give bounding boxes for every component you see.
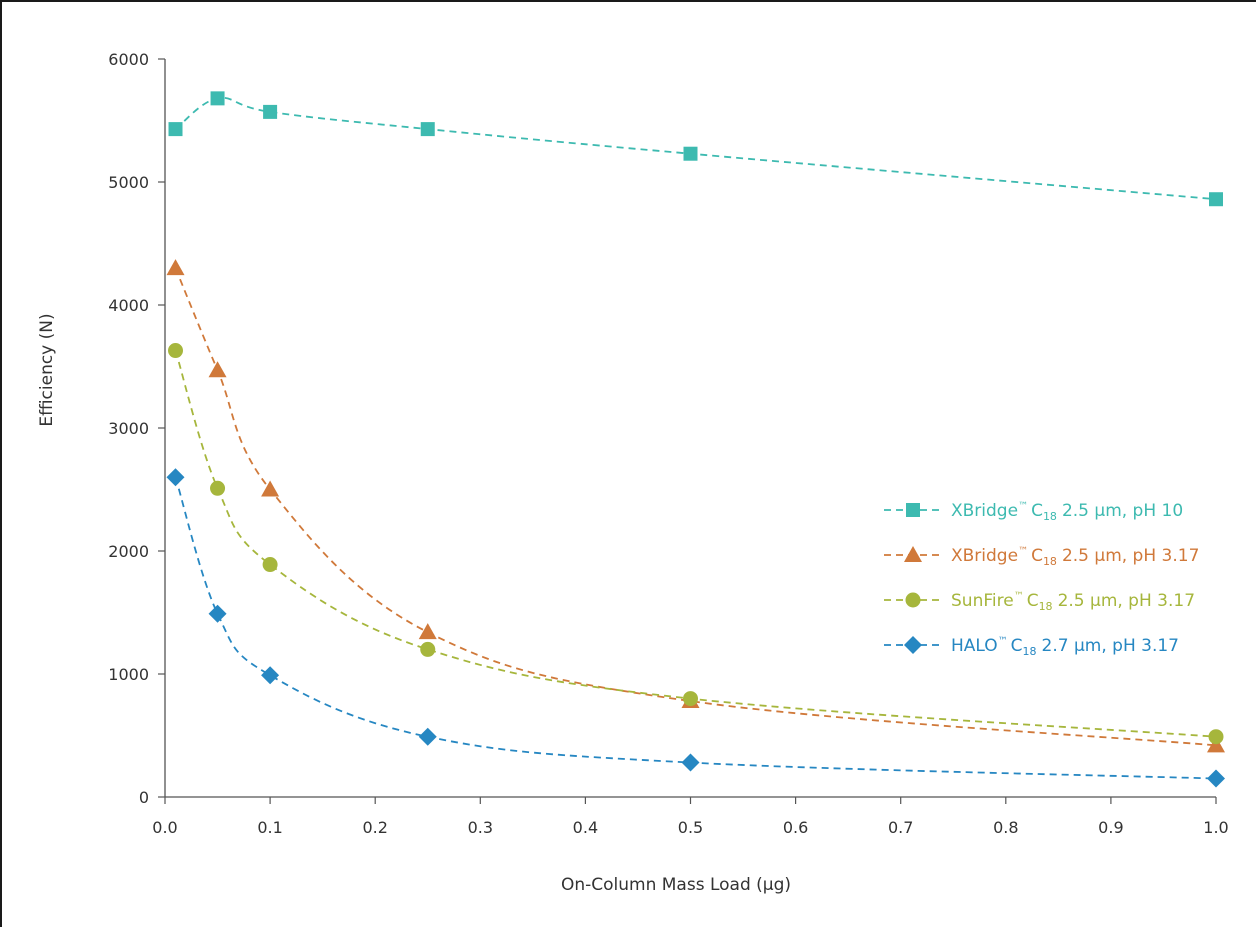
data-point xyxy=(681,753,700,772)
legend-tm: ™ xyxy=(1018,546,1028,557)
y-axis-title: Efficiency (N) xyxy=(37,313,57,426)
series-line xyxy=(174,350,1217,738)
y-tick-label: 5000 xyxy=(108,173,149,192)
data-point xyxy=(261,480,280,497)
data-point xyxy=(1207,736,1225,753)
legend-brand: HALO xyxy=(951,636,998,656)
legend-item: SunFire™ C18 2.5 µm, pH 3.17 xyxy=(884,591,1195,613)
legend-sub: 18 xyxy=(1043,555,1057,568)
x-tick-label: 0.0 xyxy=(152,818,177,837)
series-line xyxy=(174,476,1217,780)
data-point xyxy=(263,104,278,119)
data-point xyxy=(420,641,436,657)
legend-brand: XBridge xyxy=(951,501,1018,521)
legend-item: HALO™ C18 2.7 µm, pH 3.17 xyxy=(884,636,1179,658)
data-point xyxy=(1208,729,1224,745)
data-point xyxy=(166,468,185,487)
legend-brand: XBridge xyxy=(951,546,1018,566)
y-tick-label: 4000 xyxy=(108,296,149,315)
series-square xyxy=(168,91,1223,207)
data-point xyxy=(210,91,225,106)
x-tick-label: 0.7 xyxy=(888,818,913,837)
legend-label: SunFire™ C18 2.5 µm, pH 3.17 xyxy=(951,591,1195,613)
data-point xyxy=(166,259,185,276)
legend-label: XBridge™ C18 2.5 µm, pH 3.17 xyxy=(951,546,1199,568)
data-point xyxy=(208,604,227,623)
data-point xyxy=(683,146,698,161)
x-tick-label: 0.8 xyxy=(993,818,1018,837)
data-point xyxy=(208,361,227,378)
x-tick-label: 0.1 xyxy=(257,818,282,837)
x-tick-label: 0.6 xyxy=(783,818,808,837)
legend-marker xyxy=(906,503,920,517)
x-tick-label: 1.0 xyxy=(1203,818,1228,837)
data-point xyxy=(683,691,698,707)
legend-label: XBridge™ C18 2.5 µm, pH 10 xyxy=(951,501,1183,523)
data-point xyxy=(1207,769,1225,788)
x-tick-label: 0.5 xyxy=(678,818,703,837)
legend-sub: 18 xyxy=(1039,600,1053,613)
legend-tm: ™ xyxy=(1014,591,1024,602)
legend-marker xyxy=(904,546,922,562)
data-point xyxy=(418,623,437,640)
series-line xyxy=(174,96,1217,201)
y-tick-label: 2000 xyxy=(108,542,149,561)
legend-sub: 18 xyxy=(1023,645,1037,658)
legend-item: XBridge™ C18 2.5 µm, pH 10 xyxy=(884,501,1183,523)
legend-sub: 18 xyxy=(1043,510,1057,523)
legend-label: HALO™ C18 2.7 µm, pH 3.17 xyxy=(951,636,1179,658)
data-point xyxy=(261,666,280,685)
data-point xyxy=(262,557,278,573)
legend-marker xyxy=(904,636,922,654)
legend-tm: ™ xyxy=(1018,501,1028,512)
legend-base: C xyxy=(1027,591,1039,611)
series-circle xyxy=(168,343,1224,745)
x-tick-label: 0.9 xyxy=(1098,818,1123,837)
legend-rest: 2.5 µm, pH 10 xyxy=(1062,501,1183,521)
data-point xyxy=(168,343,184,359)
legend-base: C xyxy=(1011,636,1023,656)
legend-brand: SunFire xyxy=(951,591,1014,611)
series-line xyxy=(174,267,1217,747)
series-layer xyxy=(166,91,1225,788)
series-diamond xyxy=(166,468,1225,788)
y-tick-label: 6000 xyxy=(108,50,149,69)
legend-rest: 2.5 µm, pH 3.17 xyxy=(1062,546,1199,566)
x-tick-label: 0.2 xyxy=(362,818,387,837)
legend-base: C xyxy=(1031,501,1043,521)
legend-rest: 2.7 µm, pH 3.17 xyxy=(1042,636,1179,656)
data-point xyxy=(420,122,435,137)
x-axis-title: On-Column Mass Load (µg) xyxy=(561,875,791,895)
axes: 0 1000 2000 3000 4000 5000 6000 0.0 0.1 0.2 0.3 0.4… xyxy=(108,50,1228,837)
x-tick-label: 0.3 xyxy=(468,818,493,837)
legend-tm: ™ xyxy=(998,636,1008,647)
legend-marker xyxy=(905,592,921,608)
legend-item: XBridge™ C18 2.5 µm, pH 3.17 xyxy=(884,546,1199,568)
legend-base: C xyxy=(1031,546,1043,566)
y-tick-label: 1000 xyxy=(108,665,149,684)
data-point xyxy=(168,122,183,137)
x-tick-label: 0.4 xyxy=(573,818,598,837)
y-tick-label: 3000 xyxy=(108,419,149,438)
legend-rest: 2.5 µm, pH 3.17 xyxy=(1058,591,1195,611)
data-point xyxy=(210,480,226,496)
data-point xyxy=(418,727,437,746)
y-tick-label: 0 xyxy=(139,788,149,807)
data-point xyxy=(1209,192,1223,207)
